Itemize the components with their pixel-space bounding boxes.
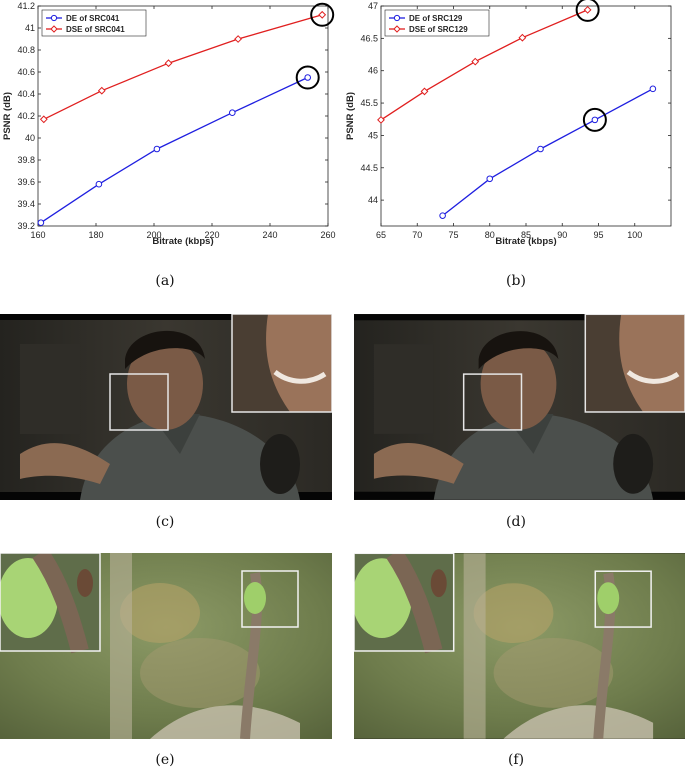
chart-a-ytick-label: 39.6 [17,177,35,187]
chart-b-point-0 [649,85,657,93]
chart-b: 65 70 75 80 85 90 95 100 44 44.5 45 45.5 46 46.5 47 Bit… [343,0,685,248]
caption-e: (e) [155,752,175,768]
caption-c: (c) [155,514,175,530]
photo-e [0,553,332,739]
chart-b-point-1 [377,115,385,124]
photo-f [354,553,685,739]
chart-a-ytick-label: 40.8 [17,45,35,55]
chart-a-plot-frame [37,5,329,227]
chart-b-xtick-label: 70 [412,230,422,240]
chart-a-point-0 [95,180,103,188]
chart-a-xtick-label: 240 [262,230,277,240]
chart-b-svg: 65 70 75 80 85 90 95 100 44 44.5 45 45.5 46 46.5 47 Bit… [345,0,672,247]
chart-b-ylabel: PSNR (dB) [345,92,356,140]
chart-b-legend-label-1: DSE of SRC129 [409,25,468,34]
chart-b-point-0 [591,116,599,124]
chart-a-xtick-label: 180 [88,230,103,240]
chart-a-ytick-label: 40.2 [17,111,35,121]
caption-d: (d) [506,514,526,530]
chart-a-highlight-circle [310,2,335,27]
caption-f: (f) [507,752,525,768]
chart-b-highlight-circle [575,0,600,22]
caption-a: (a) [155,273,175,289]
chart-b-legend-label-0: DE of SRC129 [409,14,463,23]
chart-b-xtick-label: 95 [593,230,603,240]
chart-b-ytick-label: 45.5 [360,98,378,108]
chart-b-point-0 [537,145,544,153]
chart-b-xtick-label: 100 [627,230,642,240]
chart-a-legend-box [41,9,147,37]
chart-b-highlight-circle [582,107,607,132]
chart-a-point-1 [164,59,173,68]
chart-a-ytick-label: 40 [25,133,35,143]
chart-a-xtick-label: 220 [204,230,219,240]
chart-b-plot-frame [380,5,672,227]
chart-b-point-1 [420,87,429,96]
chart-a-point-1 [318,10,327,19]
chart-b-point-1 [583,5,592,14]
chart-a-point-1 [97,86,106,95]
chart-a-highlight-circle [295,65,320,90]
chart-a-xtick-label: 200 [146,230,161,240]
chart-a-legend-marker-0 [50,14,58,22]
chart-a-point-0 [304,74,312,81]
chart-a-point-0 [37,219,45,226]
caption-b: (b) [506,273,526,289]
chart-b-ytick-label: 44.5 [360,163,378,173]
chart-b-point-0 [439,212,446,219]
chart-a-ytick-label: 41.2 [17,1,35,11]
chart-a-ytick-label: 41 [25,23,35,33]
chart-a-legend-label-0: DE of SRC041 [66,14,120,23]
photo-d [354,314,685,500]
chart-a-point-1 [39,115,48,124]
chart-b-xtick-label: 85 [521,230,531,240]
photo-c [0,314,332,500]
chart-a-legend-label-1: DSE of SRC041 [66,25,125,34]
chart-a-svg: 160 180 200 220 240 260 39.2 39.4 39.6 39.8 40 40.2… [2,1,336,247]
chart-a-ytick-label: 39.2 [17,221,35,231]
chart-b-legend-box [384,9,490,37]
chart-a-xtick-label: 260 [320,230,335,240]
chart-b-xtick-label: 80 [485,230,495,240]
chart-b-ytick-label: 47 [368,1,378,11]
chart-a-ytick-label: 40.4 [17,89,35,99]
chart-b-legend-marker-1 [393,25,401,33]
chart-b-ytick-label: 46 [368,66,378,76]
chart-a-point-0 [229,109,236,116]
chart-a-legend-marker-1 [50,25,58,33]
chart-b-point-1 [518,33,527,42]
chart-b-legend-marker-0 [393,14,401,22]
chart-b-ytick-label: 44 [368,195,378,205]
chart-b-xtick-label: 75 [448,230,458,240]
chart-a-point-0 [153,145,161,153]
chart-b-xlabel: Bitrate (kbps) [495,236,556,247]
chart-b-xtick-label: 90 [557,230,567,240]
chart-a: 160 180 200 220 240 260 39.2 39.4 39.6 39.8 40 40.2… [0,0,342,248]
chart-a-ytick-label: 39.8 [17,155,35,165]
chart-b-xtick-label: 65 [376,230,386,240]
chart-a-point-1 [234,35,243,43]
chart-a-xlabel: Bitrate (kbps) [152,236,213,247]
chart-a-ytick-label: 40.6 [17,67,35,77]
chart-a-ylabel: PSNR (dB) [2,92,13,140]
chart-b-point-1 [471,57,480,66]
chart-b-ytick-label: 45 [368,130,378,140]
chart-b-point-0 [486,175,494,183]
chart-a-xtick-label: 160 [30,230,45,240]
chart-b-ytick-label: 46.5 [360,33,378,43]
chart-a-ytick-label: 39.4 [17,199,35,209]
